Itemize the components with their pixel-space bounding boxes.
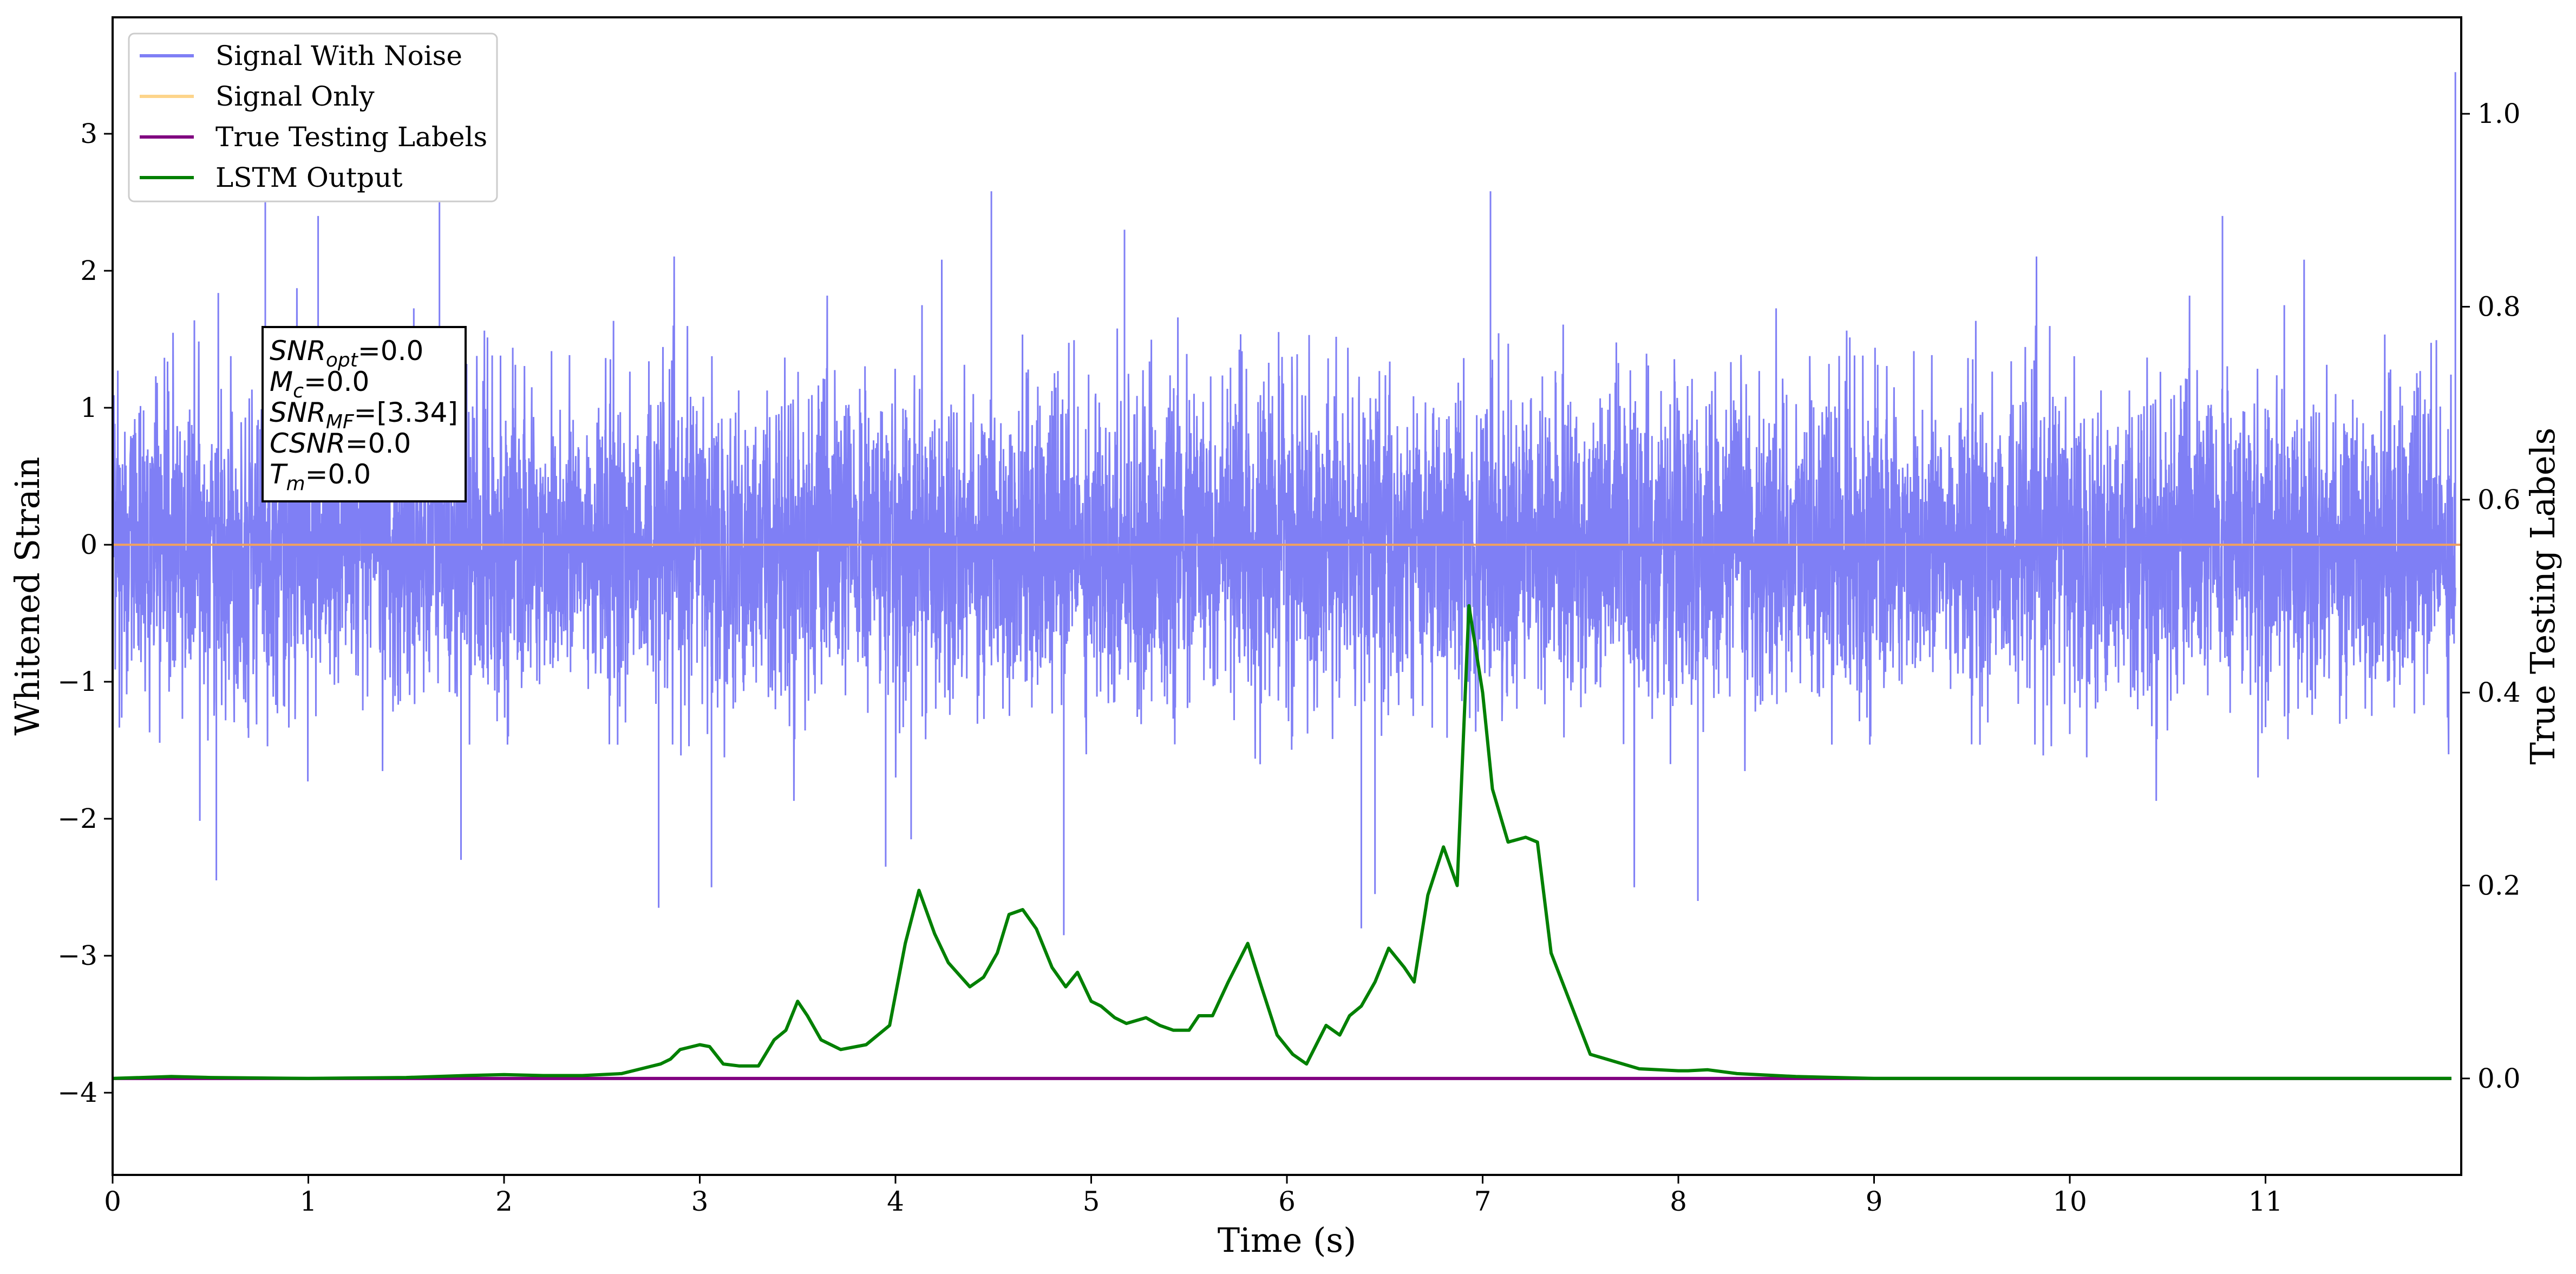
x-tick-label: 1 bbox=[300, 1186, 317, 1217]
x-tick-label: 0 bbox=[104, 1186, 121, 1217]
annotation-line: CSNR=0.0 bbox=[270, 428, 411, 459]
y-right-tick-label: 0.4 bbox=[2477, 677, 2521, 708]
series-lstm-output bbox=[113, 604, 2451, 1080]
legend-label: LSTM Output bbox=[215, 162, 402, 193]
x-tick-label: 2 bbox=[495, 1186, 513, 1217]
x-tick-label: 3 bbox=[691, 1186, 709, 1217]
x-tick-label: 4 bbox=[887, 1186, 904, 1217]
x-axis-label: Time (s) bbox=[1218, 1220, 1357, 1260]
legend-item-true-testing-labels: True Testing Labels bbox=[140, 121, 487, 153]
y-tick-label: 2 bbox=[80, 255, 97, 286]
y-tick-label: −1 bbox=[57, 666, 97, 697]
y-tick-label: −4 bbox=[57, 1077, 97, 1108]
x-tick-label: 6 bbox=[1278, 1186, 1296, 1217]
legend-label: Signal Only bbox=[215, 81, 375, 112]
legend-label: True Testing Labels bbox=[215, 121, 487, 153]
x-tick-label: 7 bbox=[1474, 1186, 1492, 1217]
x-tick-label: 8 bbox=[1670, 1186, 1687, 1217]
legend-item-lstm-output: LSTM Output bbox=[140, 162, 402, 193]
annotation-line: Tm=0.0 bbox=[270, 459, 371, 495]
legend-item-signal-only: Signal Only bbox=[140, 81, 375, 112]
x-tick-label: 5 bbox=[1083, 1186, 1100, 1217]
y-tick-label: 1 bbox=[80, 392, 97, 423]
y-right-tick-label: 1.0 bbox=[2477, 98, 2521, 129]
y-tick-label: 0 bbox=[80, 529, 97, 560]
y-right-tick-label: 0.8 bbox=[2477, 291, 2521, 323]
annotation-line: Mc=0.0 bbox=[270, 366, 369, 402]
annotation-box: SNRopt=0.0Mc=0.0SNRMF=[3.34]CSNR=0.0Tm=0… bbox=[261, 326, 467, 502]
annotation-line: SNRMF=[3.34] bbox=[270, 397, 458, 433]
y-right-tick-label: 0.6 bbox=[2477, 484, 2521, 515]
y-tick-label: −2 bbox=[57, 803, 97, 834]
y-axis-label: Whitened Strain bbox=[8, 457, 47, 736]
y-axis-right: 0.0 0.2 0.4 0.6 0.8 1.0 bbox=[2461, 98, 2521, 1094]
y-right-tick-label: 0.0 bbox=[2477, 1063, 2521, 1094]
y-tick-label: −3 bbox=[57, 940, 97, 971]
series-lines-layer bbox=[113, 544, 2461, 1080]
x-axis: 0 1 2 3 4 5 6 7 8 9 10 11 bbox=[104, 1175, 2283, 1217]
annotation-line: SNRopt=0.0 bbox=[270, 335, 423, 371]
y-axis-right-label: True Testing Labels bbox=[2523, 428, 2562, 765]
y-tick-label: 3 bbox=[80, 118, 97, 149]
x-tick-label: 11 bbox=[2248, 1186, 2283, 1217]
legend-items: Signal With Noise Signal Only True Testing… bbox=[140, 40, 487, 193]
x-tick-label: 10 bbox=[2052, 1186, 2087, 1217]
legend-item-signal-with-noise: Signal With Noise bbox=[140, 40, 462, 71]
legend-frame bbox=[128, 32, 498, 202]
legend: Signal With Noise Signal Only True Testing… bbox=[128, 32, 498, 202]
y-right-tick-label: 0.2 bbox=[2477, 870, 2521, 901]
x-tick-label: 9 bbox=[1866, 1186, 1883, 1217]
annotation-lines: SNRopt=0.0Mc=0.0SNRMF=[3.34]CSNR=0.0Tm=0… bbox=[270, 335, 458, 495]
legend-label: Signal With Noise bbox=[215, 40, 462, 71]
y-axis-left: −4 −3 −2 −1 0 1 2 3 bbox=[57, 118, 113, 1108]
annotation-box-frame bbox=[261, 326, 467, 502]
